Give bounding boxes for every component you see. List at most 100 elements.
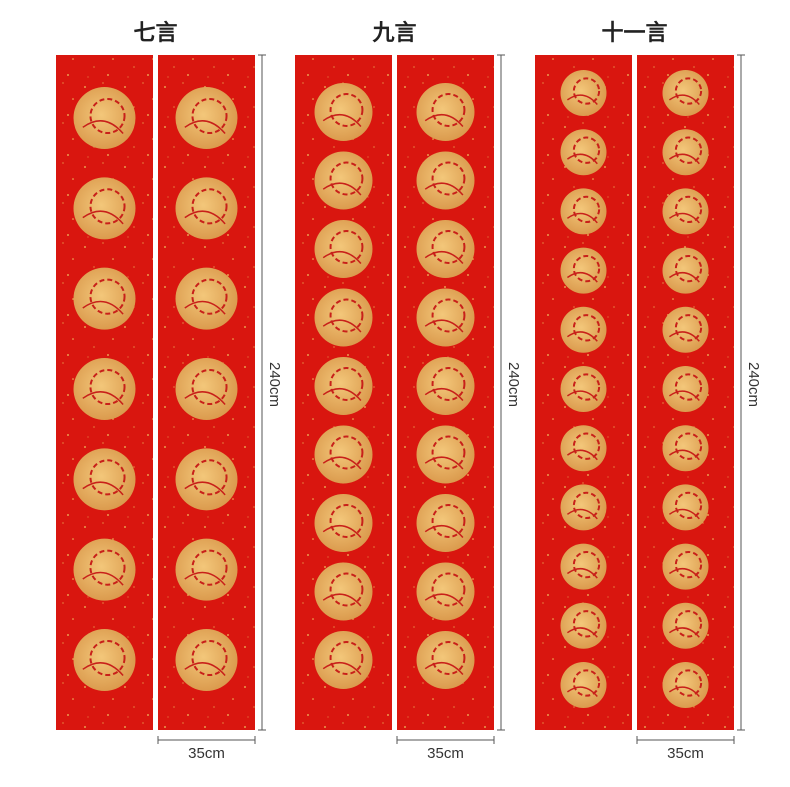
motif-detail (82, 210, 124, 225)
group-title: 九言 (371, 20, 416, 46)
motif-detail (329, 367, 364, 401)
gold-motif (314, 83, 373, 141)
motif-detail (674, 254, 703, 283)
gold-motif (416, 220, 475, 278)
motif-detail (184, 210, 226, 225)
motif-detail (82, 662, 124, 676)
motif-detail (572, 254, 601, 283)
motif-detail (184, 662, 226, 676)
gold-motif (73, 87, 136, 149)
motif-detail (431, 161, 466, 196)
motif-detail (89, 278, 126, 315)
motif-detail (329, 572, 364, 607)
motif-detail (184, 120, 226, 134)
motif-detail (674, 77, 703, 105)
motif-detail (566, 686, 598, 697)
motif-detail (322, 661, 362, 675)
motif-detail (89, 368, 126, 406)
motif-detail (674, 432, 703, 460)
height-label: 240cm (505, 362, 522, 407)
motif-detail (82, 481, 124, 496)
gold-motif (416, 562, 475, 621)
motif-detail (89, 459, 126, 496)
motif-detail (322, 524, 362, 538)
motif-detail (191, 639, 228, 677)
motif-detail (566, 627, 598, 638)
motif-detail (572, 195, 601, 224)
motif-detail (82, 391, 124, 405)
motif-detail (566, 390, 598, 401)
motif-detail (424, 387, 464, 401)
motif-detail (82, 571, 124, 586)
motif-detail (431, 298, 466, 333)
gold-motif (314, 288, 373, 347)
motif-detail (674, 373, 703, 401)
motif-detail (424, 319, 464, 333)
motif-detail (572, 314, 601, 342)
gold-motif (175, 87, 238, 149)
motif-detail (566, 508, 598, 520)
gold-motif (73, 629, 136, 691)
motif-detail (674, 550, 703, 579)
gold-motif (416, 357, 475, 415)
motif-detail (329, 641, 364, 675)
motif-detail (424, 456, 464, 470)
motif-detail (322, 319, 362, 333)
motif-detail (668, 212, 700, 224)
motif-detail (191, 459, 228, 496)
motif-detail (191, 549, 228, 586)
width-label: 35cm (188, 745, 225, 762)
motif-detail (82, 120, 124, 134)
motif-detail (191, 278, 228, 315)
motif-detail (566, 331, 598, 342)
motif-detail (566, 94, 598, 105)
motif-detail (191, 97, 228, 135)
motif-detail (424, 661, 464, 675)
gold-motif (416, 631, 475, 689)
gold-motif (416, 494, 475, 552)
motif-detail (431, 367, 466, 401)
motif-detail (668, 508, 700, 520)
gold-motif (416, 288, 475, 347)
motif-detail (566, 153, 598, 165)
gold-motif (175, 629, 238, 691)
gold-motif (314, 357, 373, 415)
gold-motif (314, 151, 373, 210)
height-label: 240cm (266, 362, 283, 407)
motif-detail (668, 94, 700, 105)
motif-detail (431, 93, 466, 127)
motif-detail (184, 571, 226, 586)
gold-motif (314, 631, 373, 689)
group-title: 十一言 (601, 20, 667, 46)
motif-detail (424, 593, 464, 607)
gold-motif (175, 448, 238, 511)
motif-detail (572, 432, 601, 460)
motif-detail (566, 212, 598, 224)
motif-detail (668, 390, 700, 401)
motif-detail (668, 272, 700, 283)
motif-detail (668, 449, 700, 461)
motif-detail (424, 182, 464, 196)
gold-motif (73, 177, 136, 240)
motif-detail (329, 435, 364, 470)
motif-detail (572, 669, 601, 697)
gold-motif (73, 448, 136, 511)
motif-detail (674, 314, 703, 342)
gold-motif (175, 267, 238, 330)
gold-motif (416, 151, 475, 210)
motif-detail (424, 113, 464, 127)
group-title: 七言 (133, 20, 177, 46)
motif-detail (674, 195, 703, 224)
motif-detail (572, 550, 601, 579)
motif-detail (329, 161, 364, 196)
gold-motif (416, 83, 475, 141)
motif-detail (184, 391, 226, 405)
motif-detail (431, 435, 466, 470)
motif-detail (668, 627, 700, 638)
gold-motif (314, 494, 373, 552)
height-label: 240cm (745, 362, 762, 407)
gold-motif (73, 358, 136, 420)
motif-detail (674, 669, 703, 697)
motif-detail (668, 568, 700, 579)
motif-detail (89, 188, 126, 225)
